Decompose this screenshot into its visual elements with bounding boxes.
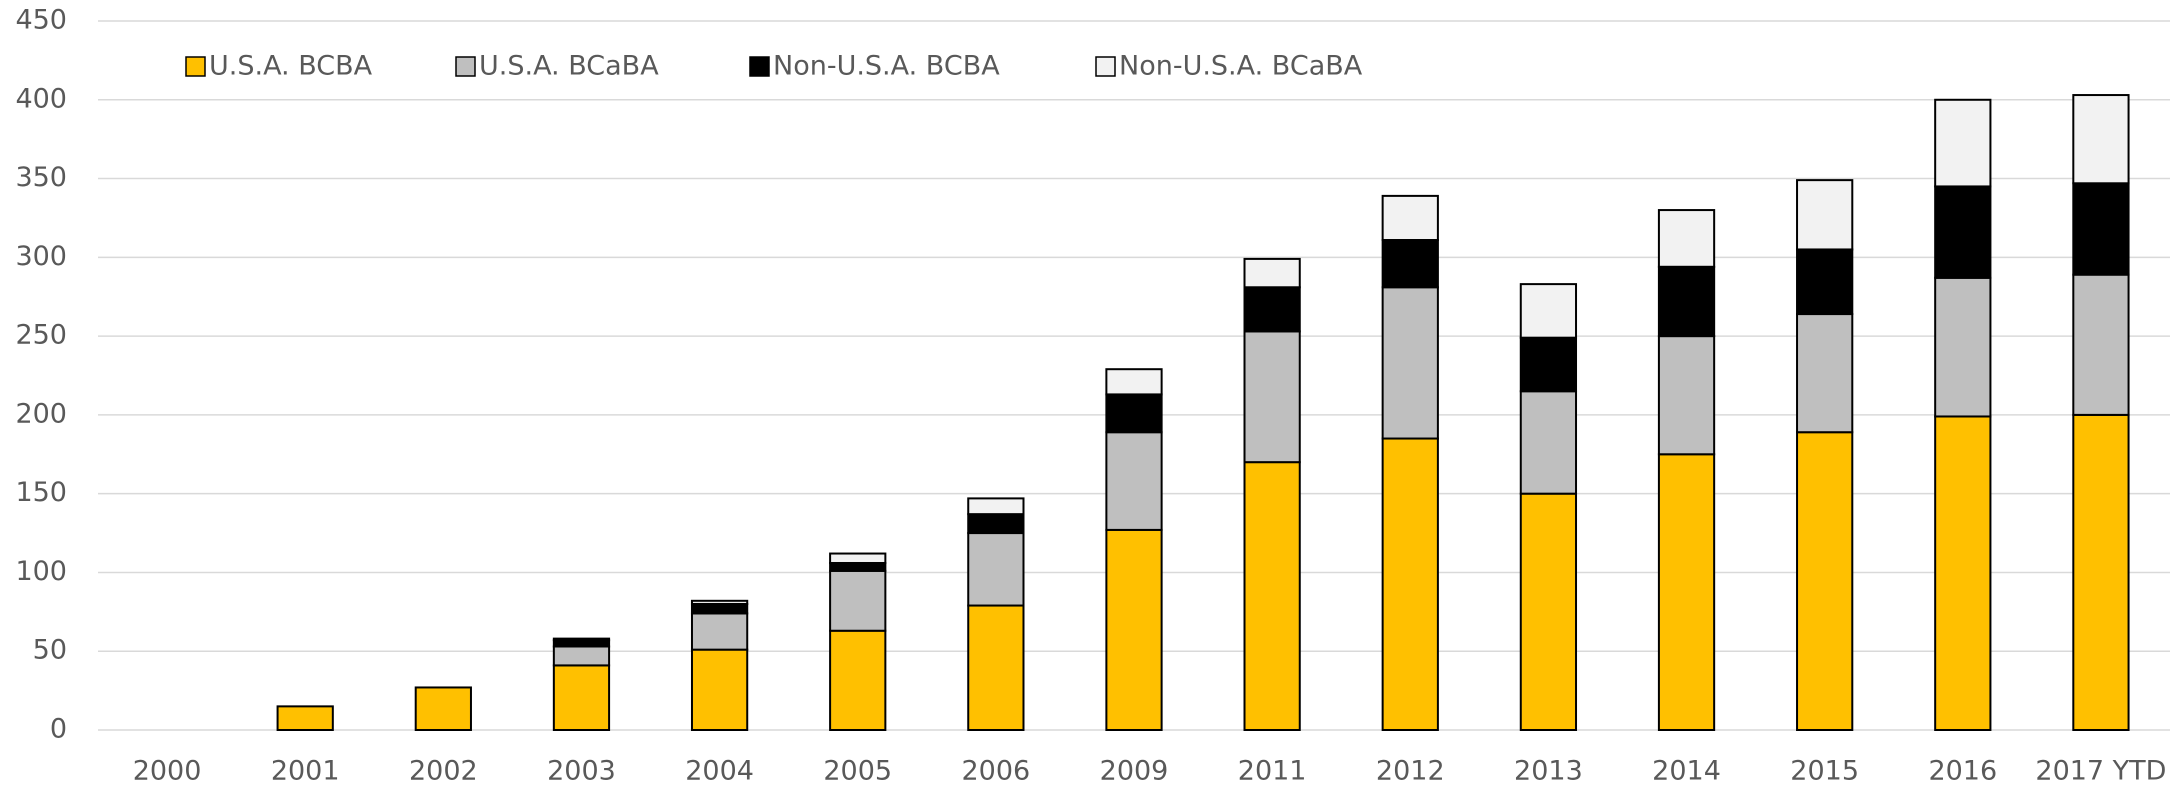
bar-segment bbox=[829, 552, 887, 564]
bar-segment bbox=[1105, 528, 1163, 731]
y-tick-label: 350 bbox=[15, 162, 67, 193]
bar-segment bbox=[1934, 98, 1992, 188]
bar-segment bbox=[829, 629, 887, 731]
bar-segment bbox=[2072, 94, 2130, 185]
y-tick-label: 150 bbox=[15, 477, 67, 508]
y-tick-label: 450 bbox=[15, 5, 67, 36]
bar-segment bbox=[967, 532, 1025, 607]
bar-segment bbox=[552, 645, 611, 667]
bar-segment bbox=[1381, 286, 1439, 440]
bar-segment bbox=[1657, 335, 1716, 456]
y-tick-label: 300 bbox=[15, 241, 67, 272]
x-tick-label: 2017 YTD bbox=[2035, 756, 2166, 785]
bar-segment bbox=[1519, 283, 1578, 339]
bar-segment bbox=[414, 686, 472, 732]
bar-segment bbox=[967, 513, 1025, 535]
bar-segment bbox=[276, 705, 334, 731]
bar-segment bbox=[690, 602, 749, 615]
bar-segment bbox=[967, 497, 1025, 516]
bar-segment bbox=[1105, 431, 1163, 531]
bar-segment bbox=[1381, 437, 1439, 731]
bar-segment bbox=[1796, 313, 1854, 434]
x-tick-label: 2016 bbox=[1928, 756, 1997, 785]
y-tick-label: 200 bbox=[15, 398, 67, 429]
legend-label: U.S.A. BCaBA bbox=[479, 51, 659, 82]
y-tick-label: 400 bbox=[15, 83, 67, 114]
x-tick-label: 2005 bbox=[823, 756, 892, 785]
legend-swatch bbox=[185, 56, 206, 77]
bar-segment bbox=[967, 604, 1025, 732]
x-tick-label: 2011 bbox=[1238, 756, 1307, 785]
bar-segment bbox=[1657, 209, 1716, 268]
x-tick-label: 2015 bbox=[1790, 756, 1859, 785]
legend-label: Non-U.S.A. BCaBA bbox=[1119, 51, 1363, 82]
bar-segment bbox=[1796, 431, 1854, 731]
x-tick-label: 2001 bbox=[271, 756, 340, 785]
bar-segment bbox=[552, 637, 611, 642]
bar-segment bbox=[1657, 453, 1716, 731]
bar-segment bbox=[1105, 368, 1163, 396]
x-tick-label: 2014 bbox=[1652, 756, 1721, 785]
y-tick-label: 0 bbox=[50, 714, 67, 745]
bar-segment bbox=[1519, 492, 1578, 731]
bar-segment bbox=[1934, 415, 1992, 731]
bar-segment bbox=[1243, 330, 1301, 464]
x-tick-label: 2012 bbox=[1376, 756, 1445, 785]
legend-swatch bbox=[455, 56, 476, 77]
bar-segment bbox=[1381, 194, 1439, 242]
bar-segment bbox=[1934, 276, 1992, 418]
x-tick-label: 2003 bbox=[547, 756, 616, 785]
legend-label: U.S.A. BCBA bbox=[209, 51, 373, 82]
bar-segment bbox=[1243, 461, 1301, 731]
x-tick-label: 2004 bbox=[685, 756, 754, 785]
bar-segment bbox=[1105, 393, 1163, 434]
bar-segment bbox=[829, 569, 887, 632]
y-tick-label: 100 bbox=[15, 556, 67, 587]
bar-segment bbox=[1519, 390, 1578, 495]
bar-segment bbox=[1796, 179, 1854, 251]
bar-segment bbox=[690, 612, 749, 651]
bar-segment bbox=[690, 599, 749, 605]
x-tick-label: 2009 bbox=[1100, 756, 1169, 785]
y-tick-label: 50 bbox=[33, 635, 67, 666]
bar-segment bbox=[1381, 239, 1439, 289]
bar-segment bbox=[1796, 248, 1854, 316]
x-tick-label: 2013 bbox=[1514, 756, 1583, 785]
x-tick-label: 2000 bbox=[133, 756, 202, 785]
bar-segment bbox=[2072, 413, 2130, 731]
legend-swatch bbox=[1095, 56, 1116, 77]
bar-segment bbox=[1657, 265, 1716, 338]
bar-segment bbox=[1934, 185, 1992, 279]
bar-segment bbox=[1519, 336, 1578, 393]
legend-label: Non-U.S.A. BCBA bbox=[773, 51, 1000, 82]
bar-segment bbox=[2072, 182, 2130, 276]
bar-segment bbox=[2072, 273, 2130, 416]
bar-segment bbox=[1243, 286, 1301, 333]
y-tick-label: 250 bbox=[15, 320, 67, 351]
x-tick-label: 2006 bbox=[962, 756, 1031, 785]
bar-segment bbox=[552, 664, 611, 731]
bar-segment bbox=[1243, 257, 1301, 289]
x-tick-label: 2002 bbox=[409, 756, 478, 785]
bar-segment bbox=[829, 561, 887, 572]
bar-segment bbox=[690, 648, 749, 731]
legend-swatch bbox=[749, 56, 770, 77]
